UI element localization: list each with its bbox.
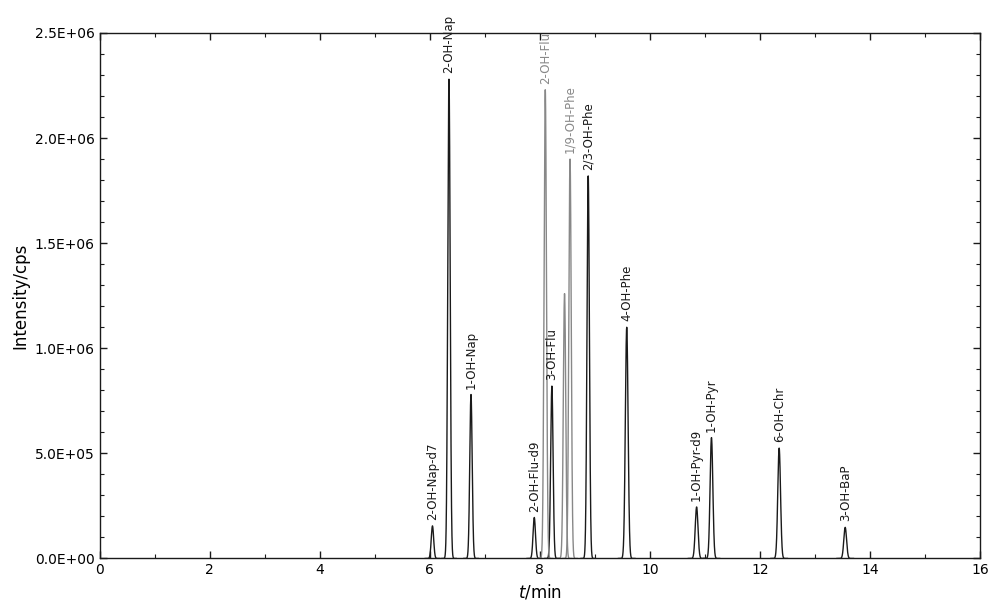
Text: 1/9-OH-Phe: 1/9-OH-Phe [564,85,577,153]
Text: 2-OH-Flu: 2-OH-Flu [539,32,552,84]
Text: 2-OH-Nap: 2-OH-Nap [442,15,455,74]
Text: 3-OH-Flu: 3-OH-Flu [545,328,558,380]
Text: 1-OH-Pyr: 1-OH-Pyr [705,378,718,432]
Text: 6-OH-Chr: 6-OH-Chr [773,387,786,442]
X-axis label: $t$/min: $t$/min [518,583,562,602]
Text: 3-OH-BaP: 3-OH-BaP [839,465,852,522]
Text: 4-OH-Phe: 4-OH-Phe [620,265,633,321]
Text: 2-OH-Nap-d7: 2-OH-Nap-d7 [426,443,439,520]
Text: 1-OH-Nap: 1-OH-Nap [464,330,477,389]
Text: 2/3-OH-Phe: 2/3-OH-Phe [582,102,595,170]
Y-axis label: Intensity/cps: Intensity/cps [11,243,29,349]
Text: 1-OH-Pyr-d9: 1-OH-Pyr-d9 [690,429,703,501]
Text: 2-OH-Flu-d9: 2-OH-Flu-d9 [528,440,541,512]
